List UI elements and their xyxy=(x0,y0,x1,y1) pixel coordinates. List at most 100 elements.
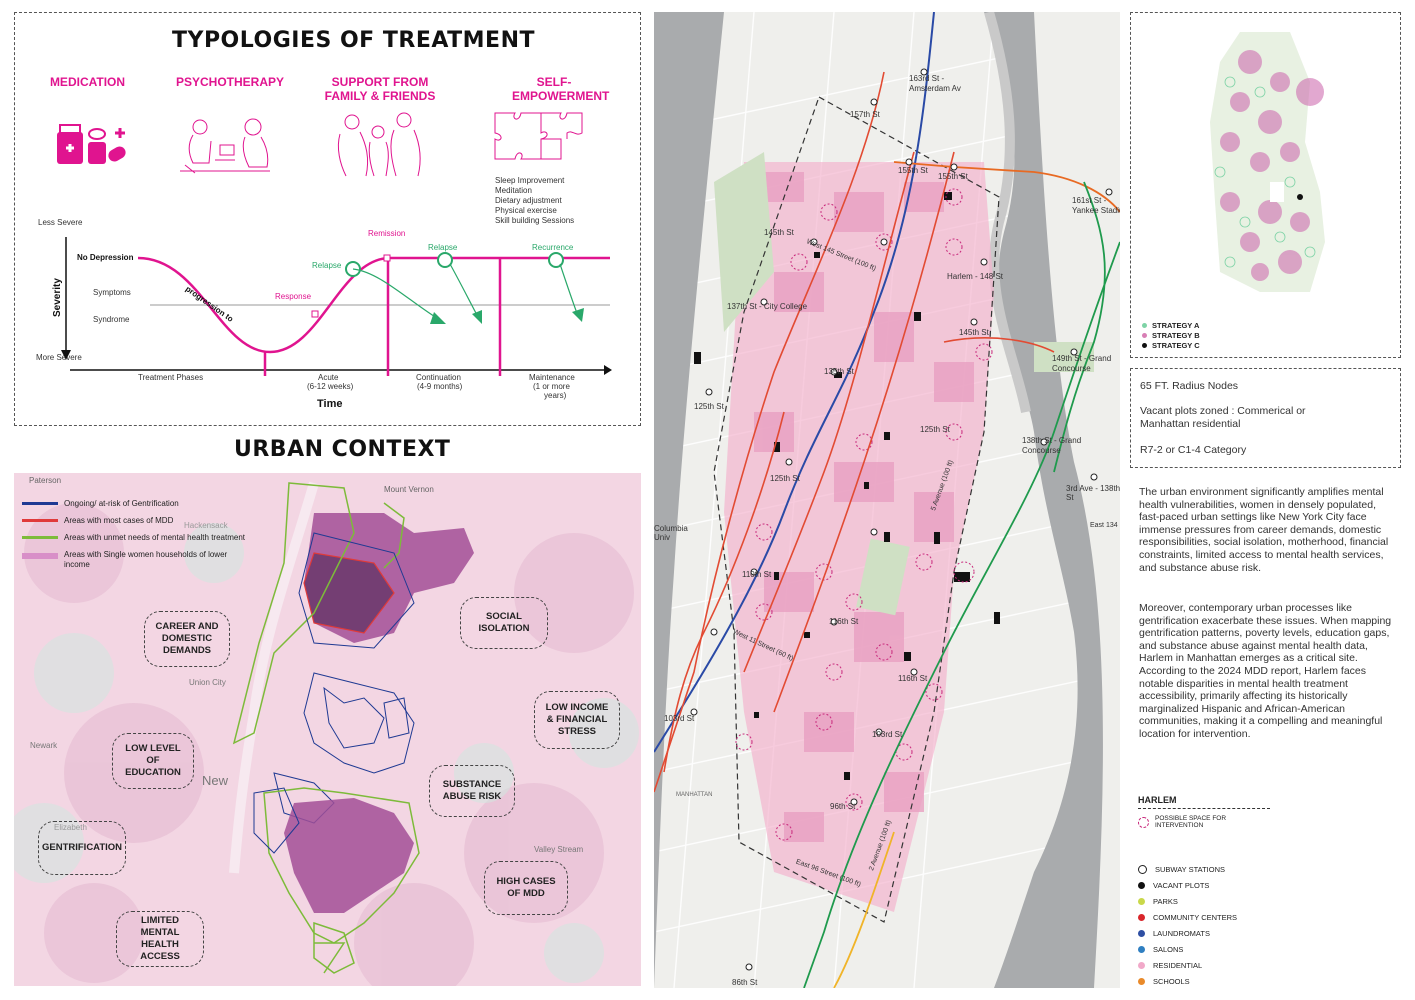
legend-schools: SCHOOLS xyxy=(1138,977,1190,986)
legend-swatch xyxy=(22,536,58,539)
symptoms-label: Symptoms xyxy=(93,288,131,297)
legend-item-label: SCHOOLS xyxy=(1153,977,1190,986)
relapse-label-2: Relapse xyxy=(428,243,458,252)
nodes-panel xyxy=(1130,368,1401,468)
legend-residential: RESIDENTIAL xyxy=(1138,961,1202,970)
legend-row: Areas with Single women households of lo… xyxy=(22,550,245,570)
bubble-gentrification: GENTRIFICATION xyxy=(38,821,126,875)
street-label: MANHATTAN xyxy=(676,792,713,798)
less-severe-label: Less Severe xyxy=(38,218,83,227)
maintenance-duration-1: (1 or more xyxy=(533,382,570,391)
urban-legend: Ongoing/ at-risk of Gentrification Areas… xyxy=(22,499,245,570)
place-valley-stream: Valley Stream xyxy=(534,845,584,854)
legend-item-label: COMMUNITY CENTERS xyxy=(1153,913,1238,922)
strategy-c: STRATEGY C xyxy=(1142,341,1200,350)
continuation-duration: (4-9 months) xyxy=(417,382,463,391)
street-label: 110th St xyxy=(742,570,772,579)
strategy-c-label: STRATEGY C xyxy=(1152,341,1200,350)
strategy-map xyxy=(1210,32,1325,292)
puzzle-icon xyxy=(494,112,583,160)
nodes-line-3: R7-2 or C1-4 Category xyxy=(1140,444,1247,456)
legend-subway: SUBWAY STATIONS xyxy=(1138,865,1225,874)
bubble-high-mdd: HIGH CASES OF MDD xyxy=(484,861,568,915)
legend-label: Areas with most cases of MDD xyxy=(64,516,174,525)
place-new: New xyxy=(202,773,229,788)
legend-community: COMMUNITY CENTERS xyxy=(1138,913,1237,922)
strategy-a-dot xyxy=(1142,323,1147,328)
psychotherapy-icon xyxy=(180,118,270,174)
street-label: 125th St xyxy=(770,474,800,483)
legend-label: Ongoing/ at-risk of Gentrification xyxy=(64,499,179,508)
street-label: 116th St xyxy=(898,674,928,683)
street-label: 86th St xyxy=(732,978,758,987)
treatment-phases-graph: Less Severe More Severe Severity No Depr… xyxy=(36,218,612,410)
street-label: 149th St - Grand Concourse xyxy=(1052,354,1112,373)
self-item: Dietary adjustment xyxy=(495,196,562,205)
street-label: Harlem - 148 St xyxy=(947,272,1004,281)
street-label: 157th St xyxy=(850,110,880,119)
urban-title: URBAN CONTEXT xyxy=(234,437,451,462)
place-newark: Newark xyxy=(30,741,58,750)
no-depression-label: No Depression xyxy=(77,253,134,262)
street-label: 103rd St xyxy=(872,730,903,739)
maintenance-duration-2: years) xyxy=(544,391,567,400)
street-label: 145th St xyxy=(959,328,989,337)
bubble-education: LOW LEVEL OF EDUCATION xyxy=(112,733,194,789)
type-support: SUPPORT FROM FAMILY & FRIENDS xyxy=(324,75,436,103)
continuation-label: Continuation xyxy=(416,373,461,382)
legend-parks: PARKS xyxy=(1138,897,1178,906)
place-hackensack: Hackensack xyxy=(184,521,228,530)
vacant-plot-icon xyxy=(1138,882,1145,889)
nodes-line-2: Vacant plots zoned : Commerical or Manha… xyxy=(1140,405,1306,430)
harlem-legend-title: HARLEM xyxy=(1138,795,1177,805)
street-label: 135th St xyxy=(824,367,854,376)
legend-row: Areas with most cases of MDD xyxy=(22,516,245,525)
place-elizabeth: Elizabeth xyxy=(54,823,87,832)
residential-icon xyxy=(1138,962,1145,969)
progression-label: progression to xyxy=(184,284,235,324)
maintenance-label: Maintenance xyxy=(529,373,575,382)
treatment-panel xyxy=(14,12,641,426)
strategy-b: STRATEGY B xyxy=(1142,331,1200,340)
street-label: 96th St xyxy=(830,802,856,811)
legend-item-label: PARKS xyxy=(1153,897,1178,906)
legend-label: Areas with Single women households of lo… xyxy=(64,550,228,569)
legend-salons: SALONS xyxy=(1138,945,1183,954)
type-medication: MEDICATION xyxy=(49,75,126,89)
strategy-b-label: STRATEGY B xyxy=(1152,331,1200,340)
legend-item-label: SUBWAY STATIONS xyxy=(1155,865,1226,874)
possible-space-label: POSSIBLE SPACE FOR INTERVENTION xyxy=(1155,815,1227,829)
relapse-label-1: Relapse xyxy=(312,261,342,270)
urban-map: Paterson Mount Vernon Union City Newark … xyxy=(14,473,641,986)
strategy-a-label: STRATEGY A xyxy=(1152,321,1200,330)
street-label: 3rd Ave - 138th St xyxy=(1066,484,1120,502)
self-item: Physical exercise xyxy=(495,206,557,215)
street-label: 137th St - City College xyxy=(727,302,808,311)
bubble-low-income: LOW INCOME & FINANCIAL STRESS xyxy=(534,691,620,749)
bubble-substance: SUBSTANCE ABUSE RISK xyxy=(429,765,515,817)
bubble-social-isolation: SOCIAL ISOLATION xyxy=(460,597,548,649)
legend-item-label: RESIDENTIAL xyxy=(1153,961,1203,970)
harlem-map: 163rd St - Amsterdam Av 157th St 155th S… xyxy=(654,12,1120,988)
legend-item-label: VACANT PLOTS xyxy=(1153,881,1210,890)
subway-station-icon xyxy=(1138,865,1147,874)
street-label: 155th St xyxy=(938,172,968,181)
street-label: Columbia Univ xyxy=(654,524,688,542)
legend-swatch xyxy=(22,502,58,505)
bubble-career: CAREER AND DOMESTIC DEMANDS xyxy=(144,611,230,667)
street-label: 103rd St xyxy=(664,714,695,723)
type-psychotherapy: PSYCHOTHERAPY xyxy=(175,75,285,89)
acute-duration: (6-12 weeks) xyxy=(307,382,354,391)
park-icon xyxy=(1138,898,1145,905)
legend-row: Areas with unmet needs of mental health … xyxy=(22,533,245,542)
street-label: 138th St - Grand Concourse xyxy=(1022,436,1082,455)
legend-swatch xyxy=(22,553,58,559)
time-axis-label: Time xyxy=(317,398,342,410)
possible-space-legend: POSSIBLE SPACE FOR INTERVENTION xyxy=(1138,815,1255,829)
legend-label: Areas with unmet needs of mental health … xyxy=(64,533,245,542)
self-item: Sleep Improvement xyxy=(495,176,565,185)
strategy-b-dot xyxy=(1142,333,1147,338)
strategy-panel xyxy=(1130,12,1401,358)
street-label: 125th St xyxy=(694,402,724,411)
community-center-icon xyxy=(1138,914,1145,921)
